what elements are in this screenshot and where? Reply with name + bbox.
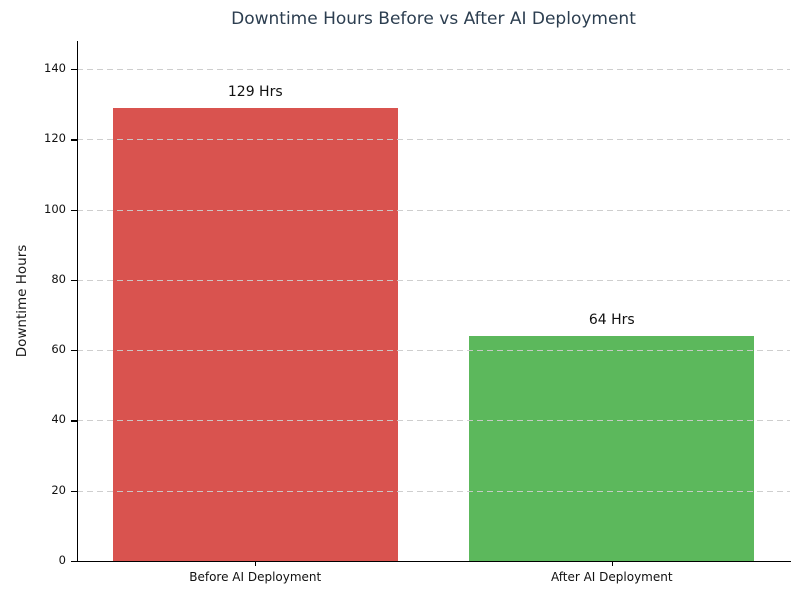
gridline-120 <box>77 139 790 141</box>
y-tick-label-40: 40 <box>51 412 66 427</box>
gridline-60 <box>77 350 790 352</box>
y-tick-mark-20 <box>71 490 77 492</box>
x-tick-label-after-ai-deployment: After AI Deployment <box>550 570 673 584</box>
y-axis-label: Downtime Hours <box>14 244 30 358</box>
chart-title: Downtime Hours Before vs After AI Deploy… <box>231 9 636 29</box>
y-tick-mark-60 <box>71 350 77 352</box>
bar-value-label-before-ai-deployment: 129 Hrs <box>227 83 283 100</box>
gridline-40 <box>77 420 790 422</box>
gridline-140 <box>77 69 790 71</box>
bar-before-ai-deployment <box>112 107 398 561</box>
y-tick-mark-40 <box>71 420 77 422</box>
y-tick-mark-140 <box>71 69 77 71</box>
gridline-20 <box>77 490 790 492</box>
x-tick-label-before-ai-deployment: Before AI Deployment <box>189 570 322 584</box>
y-tick-label-120: 120 <box>44 131 66 146</box>
y-tick-label-60: 60 <box>51 342 66 357</box>
gridline-100 <box>77 209 790 211</box>
y-tick-mark-100 <box>71 209 77 211</box>
x-tick-mark-before-ai-deployment <box>255 561 257 566</box>
y-tick-mark-120 <box>71 139 77 141</box>
x-tick-mark-after-ai-deployment <box>611 561 613 566</box>
gridline-80 <box>77 279 790 281</box>
y-tick-label-0: 0 <box>58 553 66 567</box>
y-tick-label-20: 20 <box>51 482 66 497</box>
y-tick-label-100: 100 <box>44 201 66 216</box>
bar-value-label-after-ai-deployment: 64 Hrs <box>588 312 635 329</box>
y-tick-mark-80 <box>71 279 77 282</box>
y-tick-label-140: 140 <box>44 61 66 76</box>
y-tick-label-80: 80 <box>51 271 66 286</box>
y-tick-mark-0 <box>71 561 77 563</box>
bar-after-ai-deployment <box>469 336 755 561</box>
